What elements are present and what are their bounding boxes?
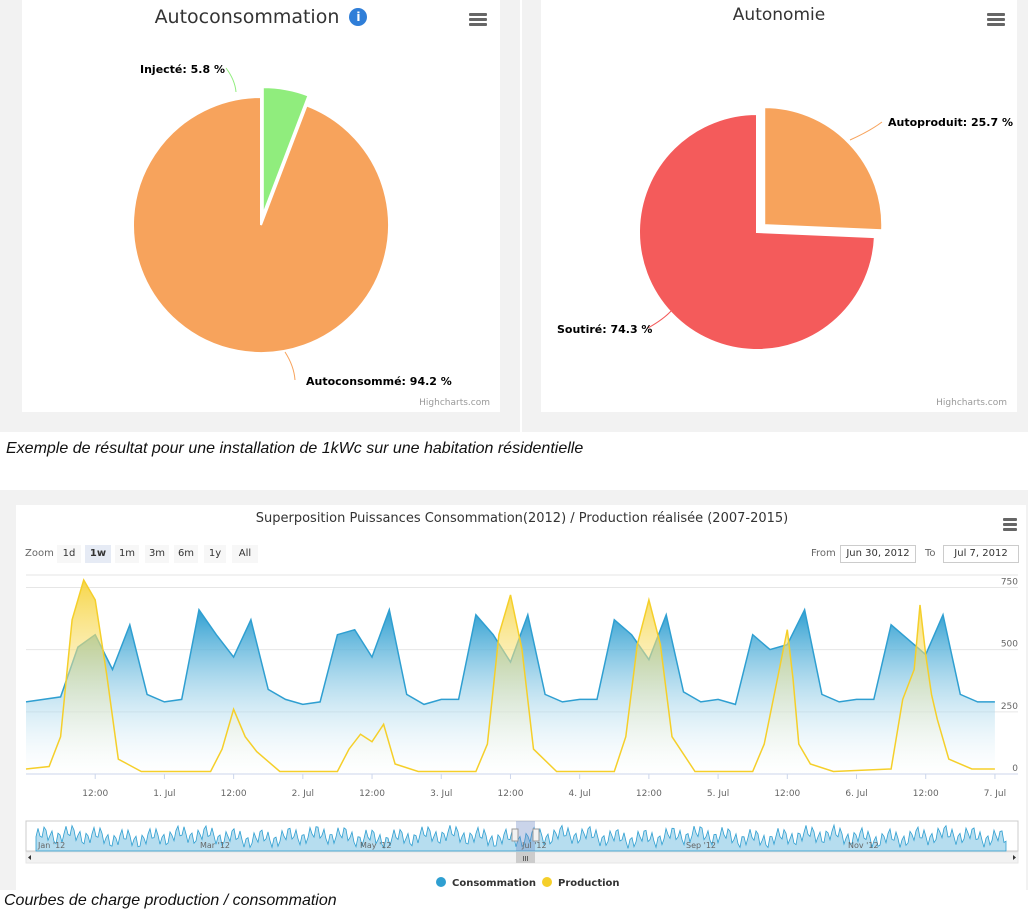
zoom-button-1d[interactable]: 1d [57, 545, 81, 563]
pie-label-injecte: Injecté: 5.8 % [140, 63, 225, 76]
pie-connector-autoconsomme [284, 351, 296, 381]
pie-left-credit[interactable]: Highcharts.com [419, 398, 490, 408]
zoom-button-6m[interactable]: 6m [174, 545, 198, 563]
zoom-button-1y[interactable]: 1y [204, 545, 226, 563]
pie-right-menu-icon[interactable] [987, 13, 1005, 27]
to-date-input[interactable]: Jul 7, 2012 [943, 545, 1019, 563]
pie-slice-autoconsomme[interactable] [132, 95, 390, 354]
pie-label-autoconsomme: Autoconsommé: 94.2 % [306, 375, 452, 388]
zoom-button-All[interactable]: All [232, 545, 258, 563]
zoom-label: Zoom [25, 548, 54, 559]
pie-left-title-row: Autoconsommation i [22, 6, 500, 28]
from-date-input[interactable]: Jun 30, 2012 [840, 545, 916, 563]
pie-right-credit[interactable]: Highcharts.com [936, 398, 1007, 408]
pie-slice-injecte[interactable] [261, 86, 310, 216]
stock-title: Superposition Puissances Consommation(20… [255, 511, 789, 526]
pie-slice-soutire[interactable] [638, 112, 876, 351]
zoom-button-1w[interactable]: 1w [85, 545, 111, 563]
caption-top: Exemple de résultat pour une installatio… [6, 440, 584, 457]
pie-connector-autoproduit [849, 121, 883, 141]
stock-menu-icon[interactable] [1003, 518, 1017, 532]
pie-left-menu-icon[interactable] [469, 13, 487, 27]
pie-label-autoproduit: Autoproduit: 25.7 % [888, 116, 1013, 129]
pie-connector-soutire [647, 309, 673, 329]
pie-slice-autoproduit[interactable] [763, 106, 884, 232]
to-label: To [925, 548, 936, 559]
info-icon[interactable]: i [349, 8, 368, 26]
from-label: From [811, 548, 836, 559]
pie-right-title: Autonomie [732, 5, 826, 25]
pie-left-title: Autoconsommation [154, 6, 340, 28]
zoom-button-3m[interactable]: 3m [145, 545, 169, 563]
pie-charts-svg: Injecté: 5.8 % Autoconsommé: 94.2 % Autopr… [132, 63, 1013, 388]
caption-bottom: Courbes de charge production / consommat… [4, 892, 337, 909]
pie-label-soutire: Soutiré: 74.3 % [557, 323, 652, 336]
zoom-button-1m[interactable]: 1m [115, 545, 139, 563]
pie-connector-injecte [225, 67, 237, 93]
